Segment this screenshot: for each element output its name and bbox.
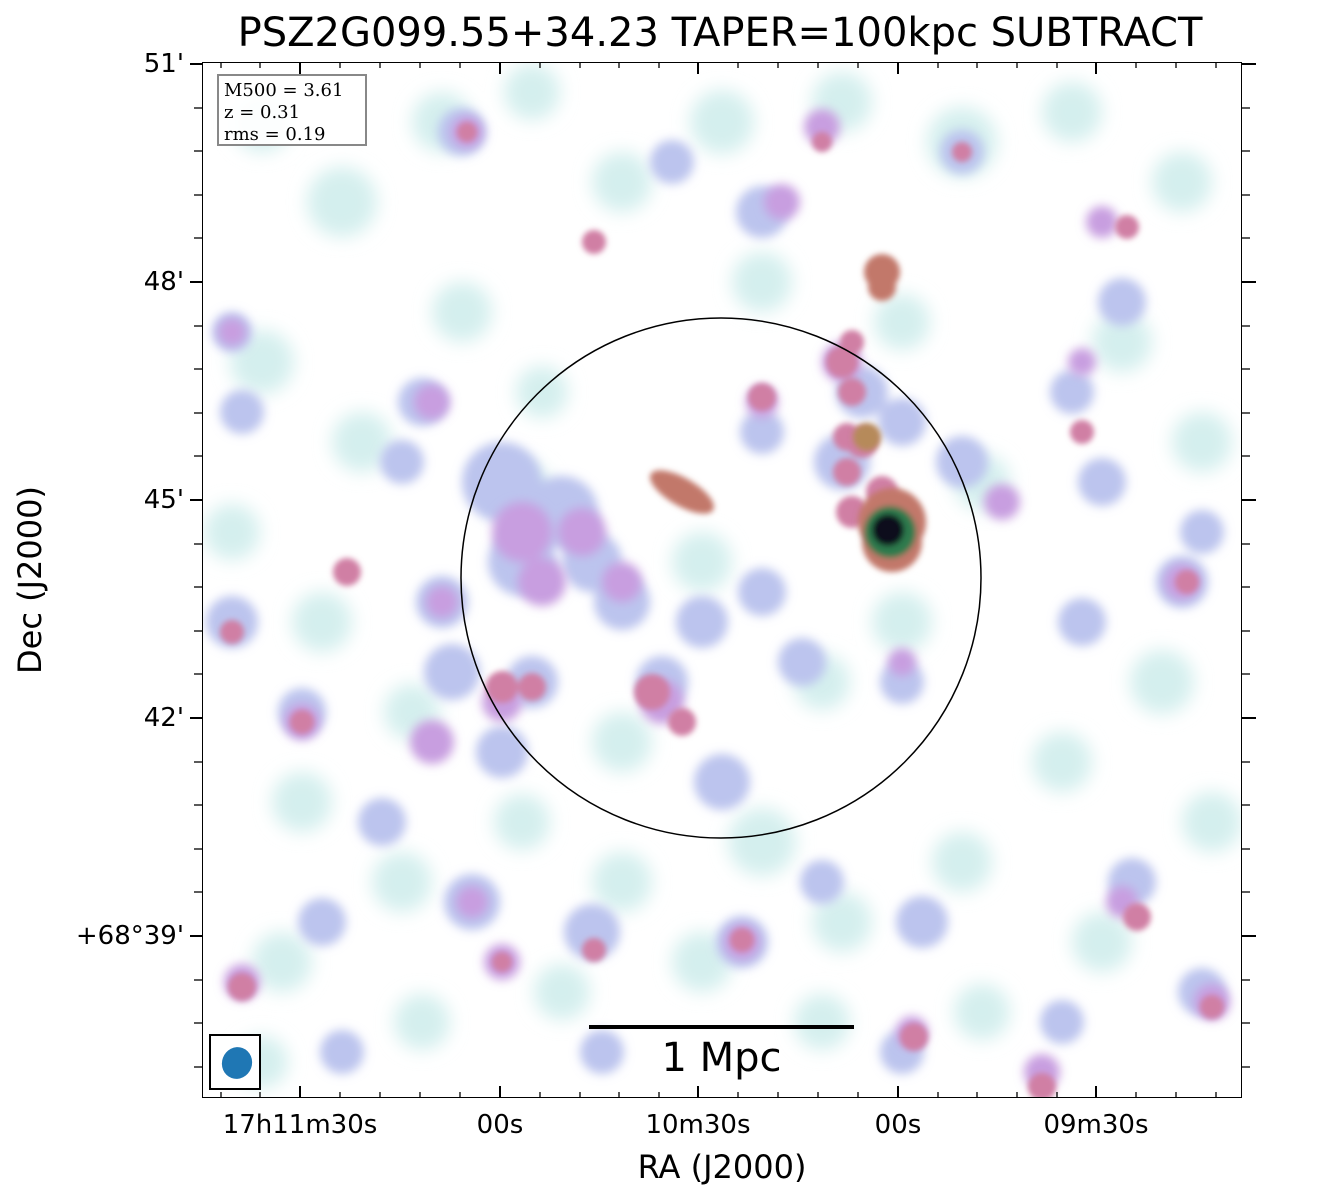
radio-image <box>202 62 1242 1098</box>
bright-emission <box>650 254 926 572</box>
info-legend: M500 = 3.61 z = 0.31 rms = 0.19 <box>217 74 367 146</box>
x-minor-ticks <box>220 62 1217 1098</box>
m500-text: M500 = 3.61 <box>224 80 344 101</box>
x-axis-label: RA (J2000) <box>637 1148 807 1186</box>
r500-circle <box>460 317 982 839</box>
scale-bar-label: 1 Mpc <box>661 1035 782 1081</box>
beam-ellipse <box>217 1042 257 1084</box>
y-minor-ticks <box>194 107 1250 1068</box>
redshift-text: z = 0.31 <box>224 102 301 123</box>
faint-emission <box>204 64 1242 1088</box>
emission-map <box>204 64 1242 1098</box>
image-title: PSZ2G099.55+34.23 TAPER=100kpc SUBTRACT <box>237 10 1203 56</box>
rms-text: rms = 0.19 <box>224 124 326 145</box>
x-tick-label: 00s <box>874 1110 922 1140</box>
y-major-ticks <box>190 63 1256 937</box>
y-axis-label: Dec (J2000) <box>11 486 49 674</box>
scale-bar <box>589 1025 854 1029</box>
y-tick-label: +68°39' <box>75 921 184 951</box>
x-tick-label: 09m30s <box>1043 1110 1149 1140</box>
y-tick-label: 51' <box>143 49 184 79</box>
x-major-ticks <box>299 62 1097 1098</box>
x-tick-label: 00s <box>476 1110 524 1140</box>
y-tick-label: 48' <box>143 267 184 297</box>
x-tick-label: 17h11m30s <box>222 1110 378 1140</box>
beam-box <box>209 1034 261 1090</box>
y-tick-label: 45' <box>143 485 184 515</box>
x-tick-label: 10m30s <box>645 1110 751 1140</box>
y-tick-label: 42' <box>143 703 184 733</box>
